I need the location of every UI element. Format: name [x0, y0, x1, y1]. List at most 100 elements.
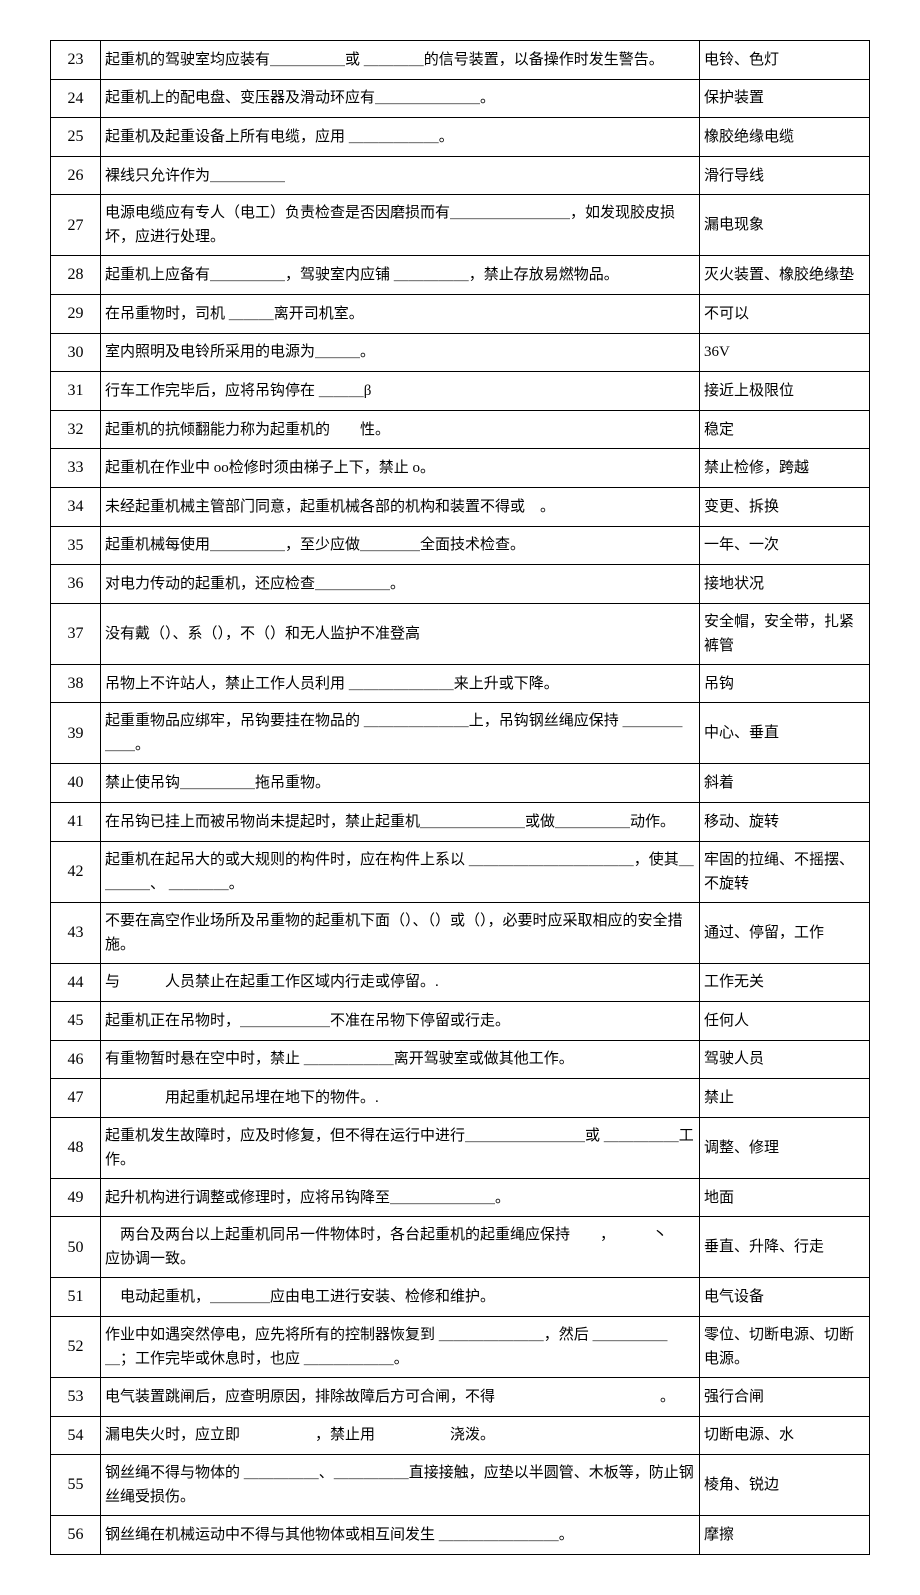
answer-cell: 安全帽，安全带，扎紧裤管	[700, 603, 870, 664]
answer-cell: 工作无关	[700, 963, 870, 1002]
row-number: 23	[51, 41, 101, 80]
table-row: 49起升机构进行调整或修理时，应将吊钩降至＿＿＿＿＿＿＿。地面	[51, 1178, 870, 1217]
table-row: 45起重机正在吊物时，＿＿＿＿＿＿不准在吊物下停留或行走。任何人	[51, 1002, 870, 1041]
table-row: 50 两台及两台以上起重机同吊一件物体时，各台起重机的起重绳应保持 ， 丶 应协…	[51, 1217, 870, 1278]
table-row: 44与 人员禁止在起重工作区域内行走或停留。. 工作无关	[51, 963, 870, 1002]
question-cell: 起重机在作业中 ᴏᴏ检修时须由梯子上下，禁止 ᴏ。	[101, 449, 700, 488]
question-cell: 起重机及起重设备上所有电缆，应用 ＿＿＿＿＿＿。	[101, 118, 700, 157]
row-number: 26	[51, 156, 101, 195]
row-number: 25	[51, 118, 101, 157]
answer-cell: 滑行导线	[700, 156, 870, 195]
question-cell: 行车工作完毕后，应将吊钩停在 ＿＿＿β	[101, 372, 700, 411]
question-cell: 起重机正在吊物时，＿＿＿＿＿＿不准在吊物下停留或行走。	[101, 1002, 700, 1041]
row-number: 24	[51, 79, 101, 118]
row-number: 34	[51, 487, 101, 526]
row-number: 46	[51, 1040, 101, 1079]
row-number: 56	[51, 1516, 101, 1555]
answer-cell: 灭火装置、橡胶绝缘垫	[700, 256, 870, 295]
answer-cell: 禁止	[700, 1079, 870, 1118]
answer-cell: 电气设备	[700, 1278, 870, 1317]
question-cell: 在吊重物时，司机 ＿＿＿离开司机室。	[101, 294, 700, 333]
answer-cell: 接地状况	[700, 565, 870, 604]
question-cell: 两台及两台以上起重机同吊一件物体时，各台起重机的起重绳应保持 ， 丶 应协调一致…	[101, 1217, 700, 1278]
table-row: 23起重机的驾驶室均应装有＿＿＿＿＿或 ＿＿＿＿的信号装置，以备操作时发生警告。…	[51, 41, 870, 80]
answer-cell: 变更、拆换	[700, 487, 870, 526]
answer-cell: 零位、切断电源、切断电源。	[700, 1317, 870, 1378]
row-number: 39	[51, 703, 101, 764]
question-cell: 起重机的抗倾翻能力称为起重机的 性。	[101, 410, 700, 449]
answer-cell: 切断电源、水	[700, 1416, 870, 1455]
answer-cell: 禁止检修，跨越	[700, 449, 870, 488]
question-cell: 起重机在起吊大的或大规则的构件时，应在构件上系以 ＿＿＿＿＿＿＿＿＿＿＿，使其＿…	[101, 841, 700, 902]
row-number: 44	[51, 963, 101, 1002]
answer-cell: 强行合闸	[700, 1378, 870, 1417]
table-row: 47 用起重机起吊埋在地下的物件。.禁止	[51, 1079, 870, 1118]
question-cell: 电动起重机，＿＿＿＿应由电工进行安装、检修和维护。	[101, 1278, 700, 1317]
answer-cell: 棱角、锐边	[700, 1455, 870, 1516]
question-cell: 起重机上应备有＿＿＿＿＿，驾驶室内应铺 ＿＿＿＿＿，禁止存放易燃物品。	[101, 256, 700, 295]
row-number: 55	[51, 1455, 101, 1516]
question-cell: 电源电缆应有专人（电工）负责检查是否因磨损而有＿＿＿＿＿＿＿＿，如发现胶皮损坏，…	[101, 195, 700, 256]
row-number: 53	[51, 1378, 101, 1417]
question-cell: 起重重物品应绑牢，吊钩要挂在物品的 ＿＿＿＿＿＿＿上，吊钩钢丝绳应保持 ＿＿＿＿…	[101, 703, 700, 764]
table-row: 24起重机上的配电盘、变压器及滑动环应有＿＿＿＿＿＿＿。保护装置	[51, 79, 870, 118]
question-cell: 在吊钩已挂上而被吊物尚未提起时，禁止起重机＿＿＿＿＿＿＿或做＿＿＿＿＿动作。	[101, 802, 700, 841]
table-row: 56钢丝绳在机械运动中不得与其他物体或相互间发生 ＿＿＿＿＿＿＿＿。摩擦	[51, 1516, 870, 1555]
question-cell: 用起重机起吊埋在地下的物件。.	[101, 1079, 700, 1118]
table-row: 52作业中如遇突然停电，应先将所有的控制器恢复到 ＿＿＿＿＿＿＿，然后 ＿＿＿＿…	[51, 1317, 870, 1378]
table-row: 38吊物上不许站人，禁止工作人员利用 ＿＿＿＿＿＿＿来上升或下降。吊钩	[51, 664, 870, 703]
row-number: 48	[51, 1117, 101, 1178]
table-row: 53电气装置跳闸后，应查明原因，排除故障后方可合闸，不得 。强行合闸	[51, 1378, 870, 1417]
question-cell: 起重机械每使用＿＿＿＿＿，至少应做＿＿＿＿全面技术检查。	[101, 526, 700, 565]
table-row: 27电源电缆应有专人（电工）负责检查是否因磨损而有＿＿＿＿＿＿＿＿，如发现胶皮损…	[51, 195, 870, 256]
row-number: 50	[51, 1217, 101, 1278]
row-number: 37	[51, 603, 101, 664]
row-number: 36	[51, 565, 101, 604]
row-number: 52	[51, 1317, 101, 1378]
question-cell: 禁止使吊钩＿＿＿＿＿拖吊重物。	[101, 764, 700, 803]
row-number: 42	[51, 841, 101, 902]
answer-cell: 一年、一次	[700, 526, 870, 565]
row-number: 31	[51, 372, 101, 411]
table-row: 28起重机上应备有＿＿＿＿＿，驾驶室内应铺 ＿＿＿＿＿，禁止存放易燃物品。灭火装…	[51, 256, 870, 295]
answer-cell: 稳定	[700, 410, 870, 449]
row-number: 27	[51, 195, 101, 256]
row-number: 30	[51, 333, 101, 372]
answer-cell: 斜着	[700, 764, 870, 803]
row-number: 45	[51, 1002, 101, 1041]
answer-cell: 36V	[700, 333, 870, 372]
table-row: 34未经起重机械主管部门同意，起重机械各部的机构和装置不得或 。变更、拆换	[51, 487, 870, 526]
table-row: 32起重机的抗倾翻能力称为起重机的 性。稳定	[51, 410, 870, 449]
question-cell: 裸线只允许作为＿＿＿＿＿	[101, 156, 700, 195]
table-row: 30室内照明及电铃所采用的电源为＿＿＿。36V	[51, 333, 870, 372]
table-row: 41在吊钩已挂上而被吊物尚未提起时，禁止起重机＿＿＿＿＿＿＿或做＿＿＿＿＿动作。…	[51, 802, 870, 841]
row-number: 29	[51, 294, 101, 333]
row-number: 49	[51, 1178, 101, 1217]
qa-table: 23起重机的驾驶室均应装有＿＿＿＿＿或 ＿＿＿＿的信号装置，以备操作时发生警告。…	[50, 40, 870, 1555]
question-cell: 室内照明及电铃所采用的电源为＿＿＿。	[101, 333, 700, 372]
row-number: 47	[51, 1079, 101, 1118]
table-row: 29在吊重物时，司机 ＿＿＿离开司机室。不可以	[51, 294, 870, 333]
table-row: 46有重物暂时悬在空中时，禁止 ＿＿＿＿＿＿离开驾驶室或做其他工作。驾驶人员	[51, 1040, 870, 1079]
answer-cell: 吊钩	[700, 664, 870, 703]
table-row: 42起重机在起吊大的或大规则的构件时，应在构件上系以 ＿＿＿＿＿＿＿＿＿＿＿，使…	[51, 841, 870, 902]
answer-cell: 摩擦	[700, 1516, 870, 1555]
question-cell: 起升机构进行调整或修理时，应将吊钩降至＿＿＿＿＿＿＿。	[101, 1178, 700, 1217]
answer-cell: 橡胶绝缘电缆	[700, 118, 870, 157]
table-row: 40禁止使吊钩＿＿＿＿＿拖吊重物。斜着	[51, 764, 870, 803]
answer-cell: 电铃、色灯	[700, 41, 870, 80]
answer-cell: 中心、垂直	[700, 703, 870, 764]
row-number: 33	[51, 449, 101, 488]
question-cell: 漏电失火时，应立即 ，禁止用 浇泼。	[101, 1416, 700, 1455]
question-cell: 钢丝绳不得与物体的 ＿＿＿＿＿、＿＿＿＿＿直接接触，应垫以半圆管、木板等，防止钢…	[101, 1455, 700, 1516]
table-row: 54漏电失火时，应立即 ，禁止用 浇泼。切断电源、水	[51, 1416, 870, 1455]
question-cell: 起重机的驾驶室均应装有＿＿＿＿＿或 ＿＿＿＿的信号装置，以备操作时发生警告。	[101, 41, 700, 80]
answer-cell: 不可以	[700, 294, 870, 333]
answer-cell: 任何人	[700, 1002, 870, 1041]
question-cell: 吊物上不许站人，禁止工作人员利用 ＿＿＿＿＿＿＿来上升或下降。	[101, 664, 700, 703]
answer-cell: 驾驶人员	[700, 1040, 870, 1079]
question-cell: 作业中如遇突然停电，应先将所有的控制器恢复到 ＿＿＿＿＿＿＿，然后 ＿＿＿＿＿＿…	[101, 1317, 700, 1378]
answer-cell: 移动、旋转	[700, 802, 870, 841]
answer-cell: 通过、停留，工作	[700, 902, 870, 963]
table-row: 43不要在高空作业场所及吊重物的起重机下面（）、（）或（），必要时应采取相应的安…	[51, 902, 870, 963]
